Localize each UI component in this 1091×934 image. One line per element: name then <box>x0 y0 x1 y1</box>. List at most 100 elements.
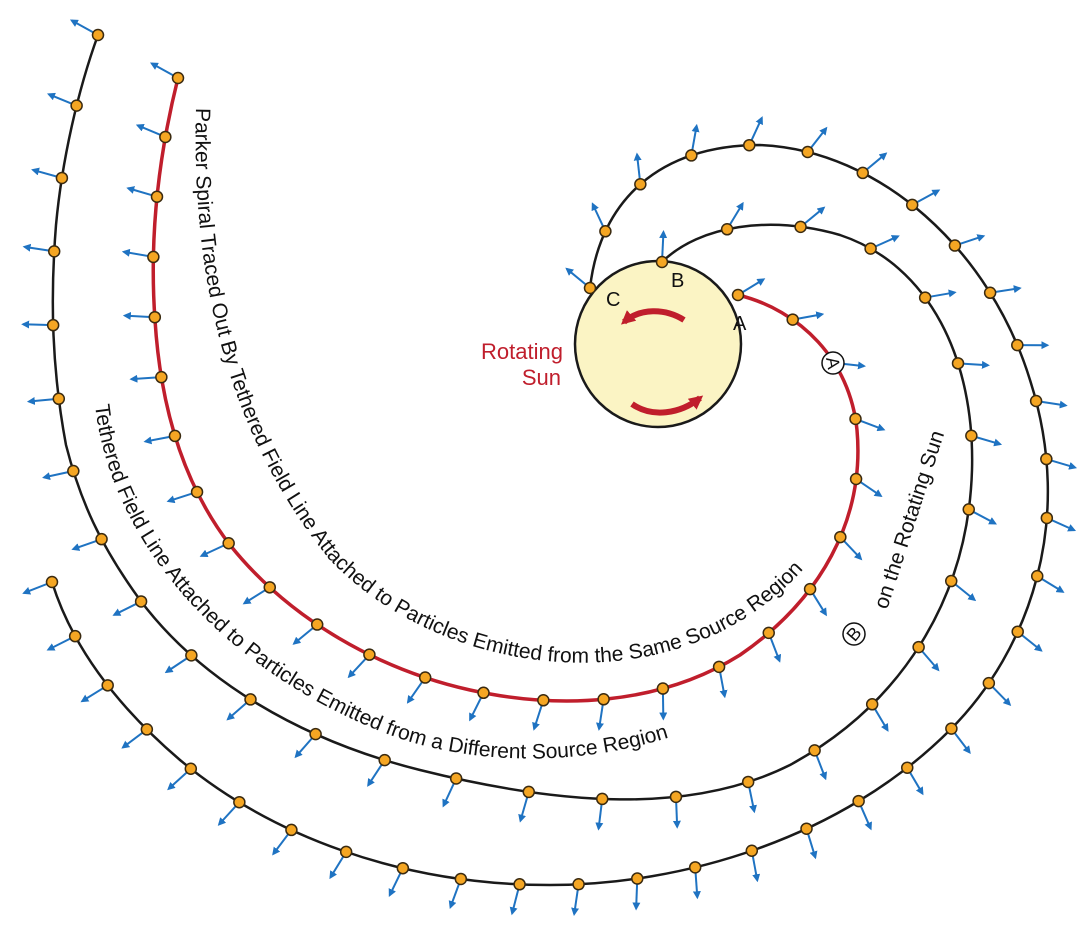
particle-dot-icon <box>851 474 862 485</box>
particle-dot-icon <box>746 845 757 856</box>
particle-dot-icon <box>148 251 159 262</box>
particle-dot-icon <box>451 773 462 784</box>
particle-dot-icon <box>223 538 234 549</box>
particle-dot-icon <box>1041 512 1052 523</box>
particle-dot-icon <box>478 687 489 698</box>
particle-dot-icon <box>585 283 596 294</box>
particle-dot-icon <box>523 786 534 797</box>
particle-dot-icon <box>156 372 167 383</box>
particle-dot-icon <box>186 650 197 661</box>
point-label-a: A <box>733 313 747 335</box>
particle-dot-icon <box>913 642 924 653</box>
particle-dot-icon <box>185 763 196 774</box>
sun-label-line1: Rotating <box>481 339 563 364</box>
particle-dot-icon <box>96 534 107 545</box>
particle-dot-icon <box>169 430 180 441</box>
particle-dot-icon <box>946 723 957 734</box>
particle-dot-icon <box>983 678 994 689</box>
sun: Rotating Sun <box>481 261 741 427</box>
particle-dot-icon <box>743 776 754 787</box>
particle-dot-icon <box>245 694 256 705</box>
particle-dot-icon <box>1032 571 1043 582</box>
particle-dot-icon <box>312 619 323 630</box>
particle-dot-icon <box>963 504 974 515</box>
particle-dot-icon <box>264 582 275 593</box>
particle-dot-icon <box>744 140 755 151</box>
particle-dot-icon <box>1031 395 1042 406</box>
particle-dot-icon <box>985 287 996 298</box>
particle-dot-icon <box>151 191 162 202</box>
particle-dot-icon <box>1041 454 1052 465</box>
sun-label-line2: Sun <box>522 365 561 390</box>
particle-dot-icon <box>102 680 113 691</box>
particle-dot-icon <box>949 240 960 251</box>
particle-dot-icon <box>234 797 245 808</box>
particle-dot-icon <box>379 755 390 766</box>
particle-dot-icon <box>71 100 82 111</box>
particle-dot-icon <box>795 221 806 232</box>
particle-dot-icon <box>364 649 375 660</box>
particle-dot-icon <box>809 745 820 756</box>
particle-dot-icon <box>149 312 160 323</box>
particle-dot-icon <box>538 695 549 706</box>
particle-dot-icon <box>857 167 868 178</box>
particle-dot-icon <box>787 314 798 325</box>
particle-dot-icon <box>802 147 813 158</box>
particle-dot-icon <box>160 131 171 142</box>
particle-dot-icon <box>920 292 931 303</box>
sun-disk <box>575 261 741 427</box>
particle-dot-icon <box>850 413 861 424</box>
badge-a: A <box>822 352 844 374</box>
particle-dot-icon <box>47 577 58 588</box>
particle-dot-icon <box>192 486 203 497</box>
particle-dot-icon <box>53 393 64 404</box>
particle-dot-icon <box>573 879 584 890</box>
particle-dot-icon <box>397 863 408 874</box>
particle-dot-icon <box>902 762 913 773</box>
particle-dot-icon <box>1012 626 1023 637</box>
particle-dot-icon <box>867 699 878 710</box>
particle-dot-icon <box>865 243 876 254</box>
particle-dot-icon <box>68 466 79 477</box>
particle-dot-icon <box>835 532 846 543</box>
particle-dot-icon <box>49 246 60 257</box>
field-line-captions: Parker Spiral Traced Out By Tethered Fie… <box>90 108 949 764</box>
particle-dot-icon <box>722 224 733 235</box>
particle-dot-icon <box>310 729 321 740</box>
particle-dot-icon <box>657 257 668 268</box>
particle-dot-icon <box>597 793 608 804</box>
particle-dot-icon <box>632 873 643 884</box>
point-label-c: C <box>606 289 620 311</box>
badge-b: B <box>842 623 865 645</box>
particle-dot-icon <box>598 694 609 705</box>
particle-dot-icon <box>946 576 957 587</box>
particle-dot-icon <box>733 290 744 301</box>
particle-dot-icon <box>600 226 611 237</box>
particle-dot-icon <box>686 150 697 161</box>
black-spiral-suffix: on the Rotating Sun <box>870 428 949 612</box>
particle-dot-icon <box>420 672 431 683</box>
particle-dot-icon <box>690 862 701 873</box>
particle-dot-icon <box>286 824 297 835</box>
particle-dot-icon <box>907 199 918 210</box>
particle-dot-icon <box>953 358 964 369</box>
particle-dot-icon <box>763 627 774 638</box>
particle-dot-icon <box>455 873 466 884</box>
particle-dot-icon <box>966 430 977 441</box>
point-label-b: B <box>671 270 684 292</box>
particle-dot-icon <box>635 179 646 190</box>
particle-dot-icon <box>93 30 104 41</box>
particle-dot-icon <box>56 172 67 183</box>
particle-dot-icon <box>141 724 152 735</box>
particle-dot-icon <box>853 796 864 807</box>
particle-dot-icon <box>805 584 816 595</box>
particle-dot-icon <box>714 661 725 672</box>
particle-dot-icon <box>70 631 81 642</box>
particle-dot-icon <box>1012 340 1023 351</box>
particle-dot-icon <box>136 596 147 607</box>
particle-dot-icon <box>173 73 184 84</box>
particle-dot-icon <box>670 791 681 802</box>
particle-dot-icon <box>48 320 59 331</box>
